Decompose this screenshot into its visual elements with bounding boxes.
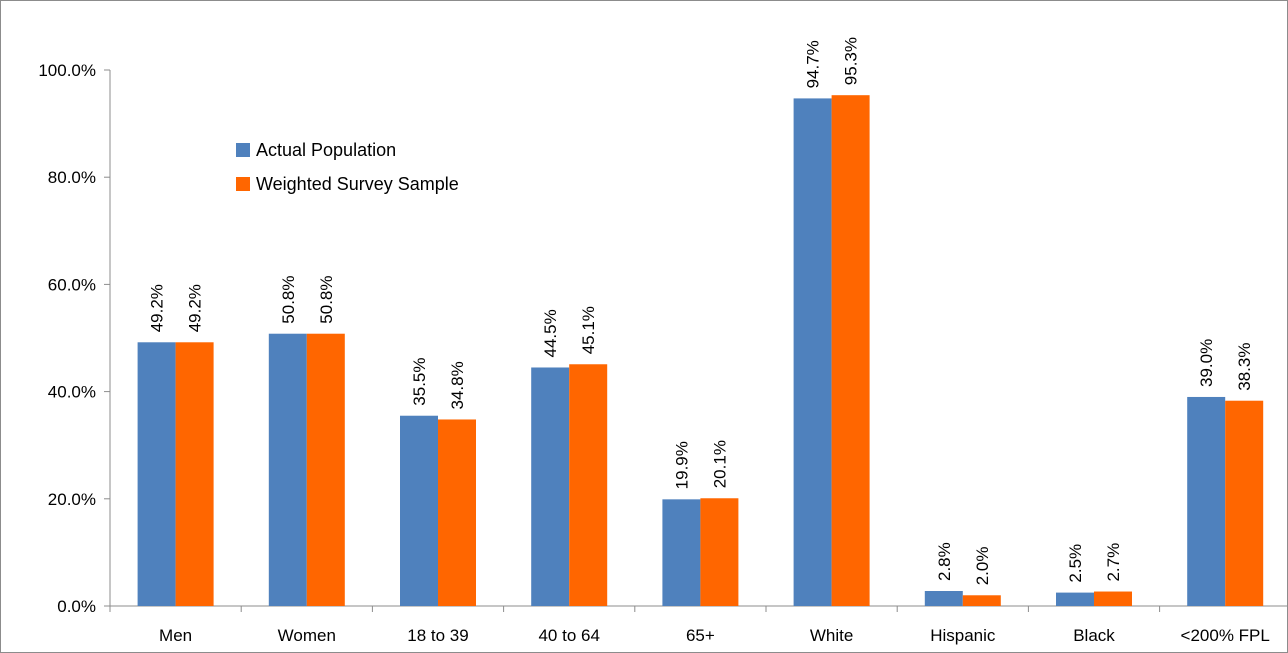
data-label: 49.2% (148, 284, 167, 332)
legend-swatch (236, 143, 250, 157)
legend-label: Actual Population (256, 140, 396, 160)
data-label: 50.8% (279, 276, 298, 324)
y-tick-label: 20.0% (48, 490, 96, 509)
data-label: 2.7% (1104, 543, 1123, 582)
bar-actual (400, 415, 438, 606)
x-category-label: Men (159, 626, 192, 645)
x-category-label: <200% FPL (1181, 626, 1270, 645)
bar-weighted (1094, 591, 1132, 606)
bar-actual (793, 98, 832, 607)
data-label: 20.1% (710, 440, 729, 488)
bar-actual (662, 499, 701, 606)
bar-actual (924, 590, 963, 606)
legend-label: Weighted Survey Sample (256, 174, 459, 194)
data-label: 35.5% (410, 358, 429, 406)
x-category-label: White (810, 626, 853, 645)
data-label: 45.1% (579, 306, 598, 354)
data-label: 2.8% (935, 542, 954, 581)
data-label: 94.7% (804, 40, 823, 88)
y-tick-label: 40.0% (48, 383, 96, 402)
bar-weighted (831, 95, 870, 606)
x-category-label: Hispanic (930, 626, 996, 645)
bar-weighted (438, 419, 476, 606)
data-label: 2.0% (973, 547, 992, 586)
data-label: 39.0% (1197, 339, 1216, 387)
y-tick-label: 60.0% (48, 275, 96, 294)
bar-actual (531, 367, 570, 606)
x-category-label: 65+ (686, 626, 715, 645)
bar-actual (1056, 592, 1094, 606)
y-tick-label: 80.0% (48, 168, 96, 187)
data-label: 49.2% (186, 284, 205, 332)
bar-weighted (569, 364, 608, 606)
legend-swatch (236, 177, 250, 191)
x-category-label: Women (278, 626, 336, 645)
y-tick-label: 100.0% (38, 61, 96, 80)
bar-weighted (306, 333, 345, 606)
x-category-label: Black (1073, 626, 1115, 645)
data-label: 44.5% (541, 309, 560, 357)
data-label: 19.9% (672, 441, 691, 489)
data-label: 95.3% (842, 37, 861, 85)
bar-actual (1187, 396, 1226, 606)
bar-actual (268, 333, 307, 606)
data-label: 2.5% (1066, 544, 1085, 583)
bar-weighted (175, 342, 214, 606)
x-category-label: 18 to 39 (407, 626, 468, 645)
y-tick-label: 0.0% (57, 597, 96, 616)
bar-actual (137, 342, 176, 606)
data-label: 34.8% (448, 361, 467, 409)
bar-weighted (700, 498, 739, 606)
x-category-label: 40 to 64 (538, 626, 599, 645)
data-label: 38.3% (1235, 343, 1254, 391)
data-label: 50.8% (317, 276, 336, 324)
bar-weighted (1225, 400, 1264, 606)
bar-weighted (962, 595, 1001, 606)
